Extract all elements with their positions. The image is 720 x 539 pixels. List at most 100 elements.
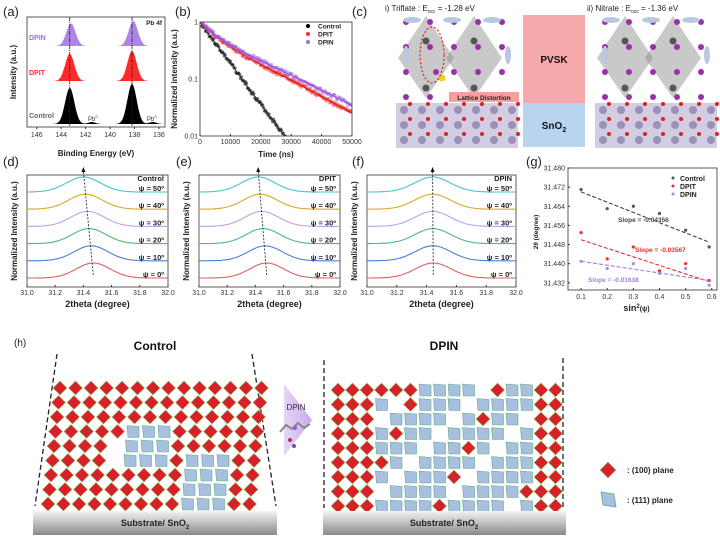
- o-atom: [625, 102, 629, 106]
- series-label: DPIT: [29, 70, 46, 77]
- dpin-lattice: [330, 382, 563, 514]
- plane-100-octahedron: [330, 440, 346, 456]
- plane-111-octahedron: [418, 470, 432, 484]
- plane-100-octahedron: [173, 409, 189, 425]
- plane-111-octahedron: [418, 412, 432, 426]
- x-tick-label: 138: [129, 132, 141, 139]
- plane-100-octahedron: [94, 424, 110, 439]
- plane-100-octahedron: [65, 409, 80, 425]
- sn-atom: [454, 106, 462, 114]
- x-tick-label: 32.0: [161, 290, 175, 297]
- plane-100-octahedron: [79, 424, 94, 439]
- x-tick-label: 0.5: [681, 294, 691, 301]
- plane-111-octahedron: [140, 439, 154, 453]
- control-lattice: [40, 380, 269, 512]
- plane-100-octahedron: [45, 453, 60, 468]
- xrd-curve: [27, 210, 168, 227]
- legend-label: Control: [318, 24, 341, 31]
- plane-100-octahedron: [388, 426, 404, 441]
- y-tick-label: 31.432: [544, 280, 566, 287]
- data-point: [707, 283, 711, 287]
- xrd-curve: [27, 228, 168, 245]
- plane-100-octahedron: [119, 482, 135, 497]
- plane-100-octahedron: [135, 482, 150, 497]
- plane-111-octahedron: [404, 427, 417, 440]
- plane-100-octahedron: [234, 424, 249, 439]
- plane-100-octahedron: [519, 484, 534, 499]
- panel-label-f: (f): [352, 154, 364, 169]
- psi-label: ψ = 0º: [315, 270, 336, 279]
- plane-111-octahedron: [476, 499, 490, 513]
- o-atom: [715, 132, 719, 136]
- plane-100-octahedron: [43, 467, 59, 483]
- sn-atom: [400, 106, 408, 114]
- pb0-annotation: Pb0: [88, 114, 98, 123]
- plane-100-octahedron: [237, 395, 252, 410]
- iodide-atom: [674, 94, 680, 100]
- plane-100-octahedron: [164, 496, 180, 512]
- sn-atom: [454, 121, 462, 129]
- psi-label: ψ = 20º: [311, 236, 337, 245]
- slope-label: Slope = -0.01638: [588, 277, 639, 284]
- data-point: [605, 207, 609, 211]
- plane-111-octahedron: [418, 456, 432, 469]
- iodide-atom: [499, 44, 505, 50]
- plane-100-octahedron: [105, 467, 121, 483]
- data-point: [198, 19, 201, 22]
- o-atom: [444, 117, 448, 121]
- o-atom: [426, 132, 430, 136]
- plane-100-octahedron: [461, 440, 476, 456]
- o-atom: [408, 117, 412, 121]
- iodide-atom: [403, 94, 409, 100]
- dpin-title: DPIN: [430, 339, 459, 353]
- psi-label: ψ = 50º: [139, 184, 165, 193]
- plot-frame: [567, 167, 718, 291]
- psi-label: ψ = 40º: [311, 201, 337, 210]
- plane-111-octahedron: [184, 468, 197, 482]
- x-tick-label: 136: [153, 132, 165, 139]
- x-tick-label: 31.8: [133, 290, 147, 297]
- panel-label-h: (h): [14, 338, 26, 349]
- plane-100-octahedron: [533, 426, 549, 441]
- sn-atom: [653, 121, 661, 129]
- plane-111-octahedron: [389, 456, 403, 469]
- plane-111-octahedron: [447, 441, 461, 455]
- fit-line: [580, 191, 710, 243]
- plane-100-octahedron: [121, 467, 136, 483]
- x-tick-label: 31.0: [20, 290, 34, 297]
- xrd-curve: [367, 228, 516, 245]
- iodide-atom: [451, 44, 457, 50]
- plane-111-octahedron: [476, 470, 490, 484]
- pb-atom: [422, 37, 430, 45]
- control-substrate-label: Substrate/ SnO2: [121, 518, 190, 531]
- y-axis-label: Normalized intensity (a.u.): [170, 29, 179, 129]
- o-atom: [426, 102, 430, 106]
- sn-atom: [436, 136, 444, 144]
- organic-cation: [483, 17, 501, 23]
- plane-111-octahedron: [404, 485, 417, 498]
- sn-atom: [653, 106, 661, 114]
- plane-111-octahedron: [505, 470, 519, 484]
- legend-marker: [671, 192, 675, 196]
- plane-111-octahedron: [216, 454, 230, 467]
- plane-111-octahedron: [375, 499, 388, 513]
- plane-100-octahedron: [97, 395, 113, 410]
- o-atom: [444, 132, 448, 136]
- plane-100-octahedron: [345, 440, 360, 456]
- sn-atom: [707, 121, 715, 129]
- legend-marker: [306, 40, 310, 44]
- plane-100-octahedron: [149, 496, 164, 512]
- o-atom: [516, 117, 520, 121]
- sn-atom: [617, 121, 625, 129]
- plane-111-octahedron: [375, 470, 388, 484]
- o-atom: [498, 102, 502, 106]
- sn-atom: [436, 106, 444, 114]
- plane-100-octahedron: [130, 380, 145, 396]
- o-atom: [607, 102, 611, 106]
- legend-label: DPIN: [680, 192, 697, 199]
- xrd-curve: [27, 176, 168, 193]
- plane-111-octahedron: [375, 427, 388, 440]
- plane-100-octahedron: [93, 438, 108, 454]
- sn-atom: [635, 106, 643, 114]
- plane-111-octahedron: [491, 470, 504, 484]
